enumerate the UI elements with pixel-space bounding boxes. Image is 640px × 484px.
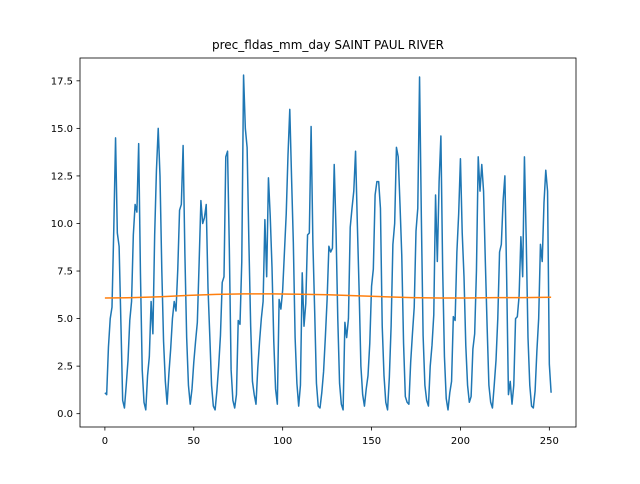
chart-title: prec_fldas_mm_day SAINT PAUL RIVER (212, 38, 444, 52)
y-tick-label: 7.5 (57, 267, 73, 278)
axes: 0 50 100 150 200 250 0.0 2.5 5.0 7.5 10.0 12.5 15.0 1… (51, 57, 577, 447)
y-tick-label: 12.5 (51, 171, 73, 182)
series-1-line (104, 74, 552, 411)
x-tick-label: 0 (102, 436, 108, 447)
y-tick-label: 10.0 (51, 219, 73, 230)
y-tick-label: 0.0 (57, 409, 73, 420)
x-tick-label: 200 (451, 436, 470, 447)
x-tick-label: 150 (362, 436, 381, 447)
y-tick-label: 5.0 (57, 314, 73, 325)
x-tick-label: 250 (540, 436, 559, 447)
x-tick-label: 50 (187, 436, 200, 447)
y-tick-label: 17.5 (51, 76, 73, 87)
plot-frame (79, 57, 577, 428)
x-tick-label: 100 (273, 436, 292, 447)
series-layer (104, 74, 552, 411)
series-2-line (104, 293, 552, 299)
y-tick-label: 2.5 (57, 362, 73, 373)
y-tick-label: 15.0 (51, 124, 73, 135)
